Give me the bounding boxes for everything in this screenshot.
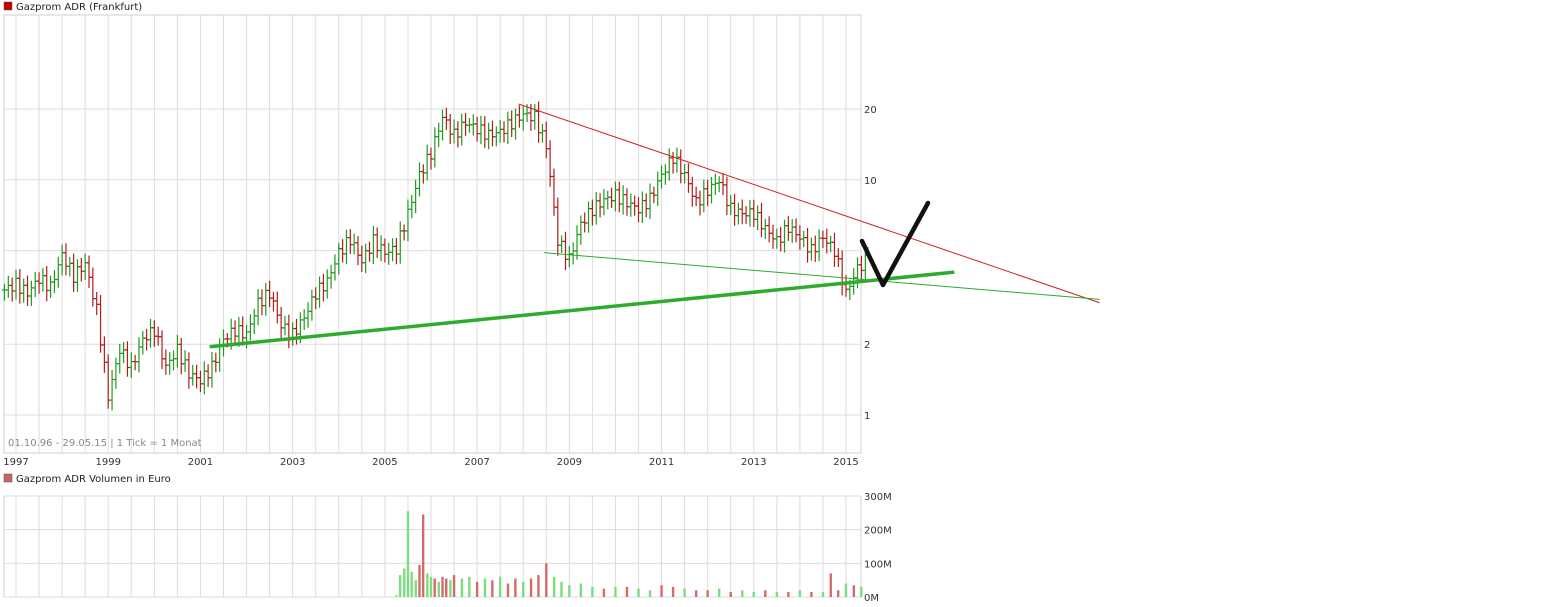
price-y-tick-label: 20 xyxy=(864,105,877,116)
volume-bar xyxy=(475,581,479,597)
volume-bar xyxy=(468,576,471,597)
volume-bar xyxy=(449,580,452,597)
volume-bar xyxy=(852,585,856,597)
volume-bar xyxy=(660,585,663,597)
volume-bar xyxy=(460,578,464,597)
volume-bar xyxy=(752,591,755,597)
volume-bar xyxy=(717,588,721,597)
volume-bar xyxy=(602,588,606,597)
volume-bar xyxy=(429,576,433,597)
price-plot-area xyxy=(3,14,862,454)
price-x-axis: 1997 1999 2001 2003 2005 2007 2009 2011 2013 2015 xyxy=(3,457,858,468)
volume-bar xyxy=(537,575,540,597)
volume-y-tick-label: 0M xyxy=(864,593,879,604)
volume-y-tick-label: 300M xyxy=(864,492,892,503)
volume-bar xyxy=(829,573,832,597)
volume-bar xyxy=(579,583,583,597)
price-x-tick-label: 2003 xyxy=(280,457,305,468)
volume-bar xyxy=(514,578,517,597)
volume-bar xyxy=(671,586,675,597)
volume-bar xyxy=(706,590,709,597)
volume-bar xyxy=(694,590,698,597)
volume-bar xyxy=(568,585,571,597)
volume-bar xyxy=(764,590,767,597)
volume-bar xyxy=(545,563,548,597)
price-y-tick-label: 1 xyxy=(864,411,870,422)
volume-bar xyxy=(418,565,421,597)
volume-bar xyxy=(437,581,441,597)
volume-bars xyxy=(395,511,863,597)
trendline xyxy=(543,252,1100,300)
volume-bar xyxy=(522,581,525,597)
volume-bar xyxy=(398,575,402,597)
volume-bar xyxy=(483,578,487,597)
volume-bar xyxy=(741,590,744,597)
trendlines xyxy=(209,103,1100,349)
volume-bar xyxy=(414,580,417,597)
volume-bar xyxy=(625,586,629,597)
volume-grid xyxy=(4,495,861,598)
price-x-tick-label: 2009 xyxy=(557,457,582,468)
volume-bar xyxy=(498,576,502,597)
price-x-tick-label: 2007 xyxy=(464,457,489,468)
volume-bar xyxy=(821,591,825,597)
volume-y-tick-label: 100M xyxy=(864,559,892,570)
volume-bar xyxy=(775,591,779,597)
volume-bar xyxy=(491,580,494,597)
volume-y-axis: 0M 100M 200M 300M xyxy=(864,492,892,604)
volume-bar xyxy=(648,590,652,597)
volume-bar xyxy=(560,581,563,597)
volume-bar xyxy=(683,588,686,597)
volume-bar xyxy=(410,571,413,597)
volume-bar xyxy=(787,591,790,597)
checkmark-stroke xyxy=(859,200,931,288)
price-x-tick-label: 2011 xyxy=(649,457,674,468)
volume-bar xyxy=(441,576,444,597)
price-y-tick-label: 10 xyxy=(864,176,877,187)
price-x-tick-label: 2001 xyxy=(188,457,213,468)
volume-bar xyxy=(552,576,556,597)
volume-bar xyxy=(860,586,863,597)
volume-bar xyxy=(798,590,802,597)
volume-bar xyxy=(637,588,640,597)
price-x-tick-label: 2015 xyxy=(833,457,858,468)
volume-legend-swatch xyxy=(3,473,13,483)
price-x-tick-label: 2005 xyxy=(372,457,397,468)
volume-bar xyxy=(433,578,436,597)
volume-bar xyxy=(529,578,533,597)
volume-bar xyxy=(729,591,732,597)
price-y-tick-label: 2 xyxy=(864,340,870,351)
volume-plot-area xyxy=(3,495,862,598)
price-x-tick-label: 2013 xyxy=(741,457,766,468)
volume-bar xyxy=(836,590,840,597)
price-panel-title: Gazprom ADR (Frankfurt) xyxy=(16,2,142,13)
price-ohlc-series xyxy=(1,101,868,411)
volume-bar xyxy=(614,586,617,597)
price-x-tick-label: 1997 xyxy=(3,457,28,468)
price-x-tick-label: 1999 xyxy=(95,457,120,468)
volume-bar xyxy=(445,578,448,597)
volume-bar xyxy=(406,511,410,597)
volume-bar xyxy=(426,573,429,597)
volume-bar xyxy=(810,591,813,597)
volume-bar xyxy=(506,583,510,597)
volume-bar xyxy=(395,595,398,597)
volume-panel-title: Gazprom ADR Volumen in Euro xyxy=(16,474,171,485)
trendline xyxy=(209,270,955,349)
volume-bar xyxy=(452,575,456,597)
trendline xyxy=(518,103,1100,304)
volume-bar xyxy=(421,514,425,597)
price-legend-swatch xyxy=(3,1,13,11)
volume-bar xyxy=(844,583,848,597)
volume-y-tick-label: 200M xyxy=(864,526,892,537)
volume-bar xyxy=(403,568,406,597)
volume-bar xyxy=(591,586,594,597)
checkmark-annotation xyxy=(859,200,931,288)
date-range-info: 01.10.96 - 29.05.15 | 1 Tick = 1 Monat xyxy=(8,438,202,449)
